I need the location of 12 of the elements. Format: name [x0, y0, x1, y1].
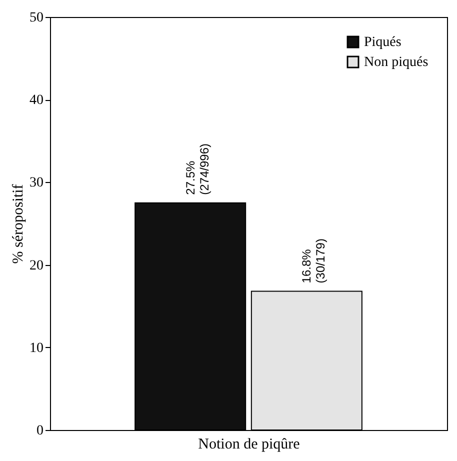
y-tick-label: 10	[30, 340, 44, 356]
data-label: 16.8% (30/179)	[300, 238, 328, 284]
legend-label: Piqués	[364, 35, 402, 50]
y-tick-label: 40	[30, 93, 44, 108]
y-tick-label: 30	[30, 176, 44, 191]
y-tick-label: 20	[30, 258, 44, 274]
y-tick-label: 0	[36, 424, 44, 438]
y-axis-title: % séropositif	[10, 184, 26, 264]
legend-label: Non piqués	[364, 55, 428, 70]
x-axis-title: Notion de piqûre	[198, 436, 300, 452]
data-label: 27.5% (274/996)	[183, 143, 212, 195]
y-tick-label: 50	[30, 10, 44, 26]
